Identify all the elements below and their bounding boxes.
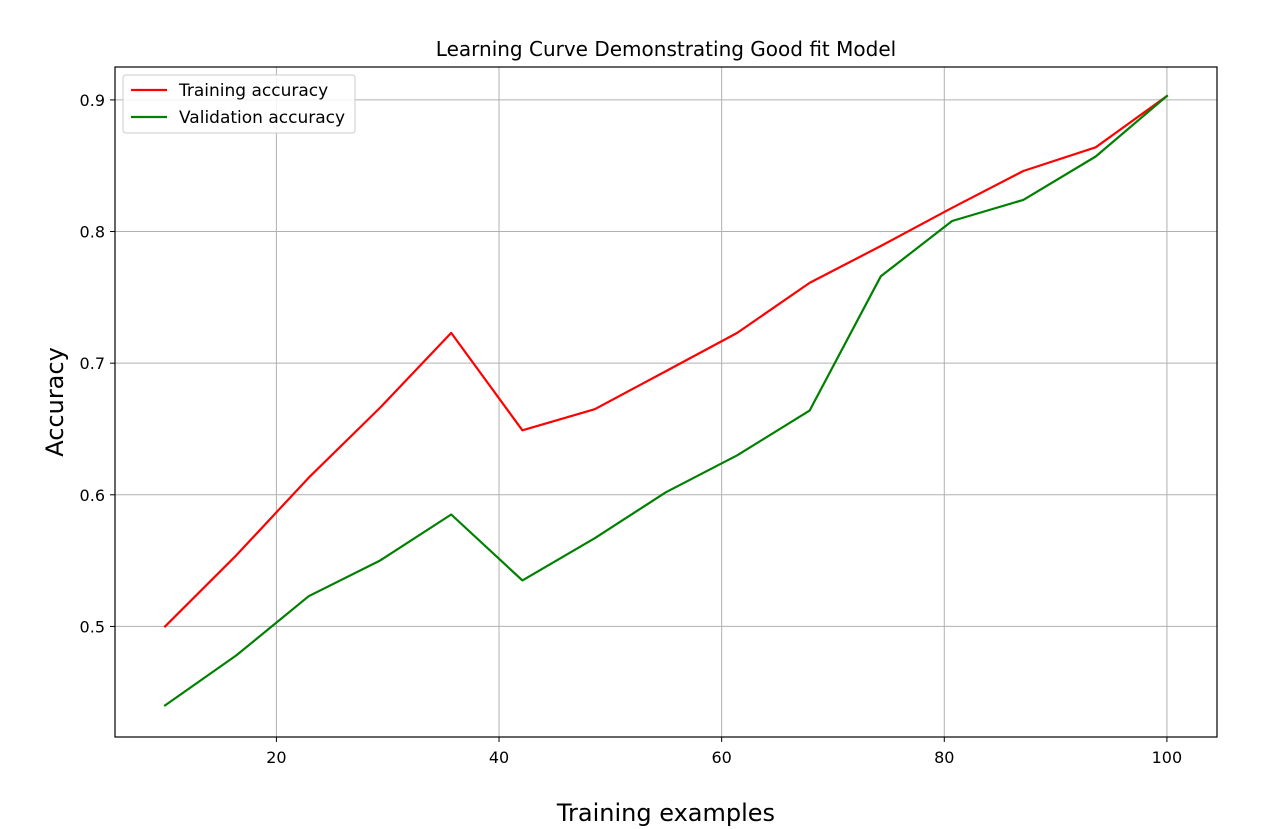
grid — [115, 67, 1217, 737]
legend-entry-label: Training accuracy — [178, 81, 328, 101]
series-lines — [163, 94, 1169, 707]
legend-box — [122, 74, 356, 134]
y-tick-label: 0.6 — [80, 486, 105, 505]
validation-accuracy-line — [163, 94, 1169, 707]
x-tick-label: 20 — [266, 748, 286, 767]
y-axis-label: Accuracy — [41, 347, 69, 457]
legend: Training accuracy Validation accuracy — [122, 74, 356, 134]
x-axis-label: Training examples — [556, 799, 775, 827]
training-accuracy-line — [163, 94, 1169, 628]
plot-frame — [114, 66, 1218, 738]
x-tick-label: 80 — [934, 748, 954, 767]
chart-title: Learning Curve Demonstrating Good fit Mo… — [436, 37, 896, 61]
axis-ticks: 20 40 60 80 100 0.5 0.6 0.7 0.8 0.9 — [80, 91, 1183, 767]
y-tick-label: 0.9 — [80, 91, 105, 110]
x-tick-label: 40 — [489, 748, 509, 767]
y-tick-label: 0.7 — [80, 354, 105, 373]
x-tick-label: 100 — [1152, 748, 1183, 767]
y-tick-label: 0.5 — [80, 617, 105, 636]
legend-entry-label: Validation accuracy — [179, 108, 345, 128]
x-tick-label: 60 — [711, 748, 731, 767]
y-tick-label: 0.8 — [80, 223, 105, 242]
